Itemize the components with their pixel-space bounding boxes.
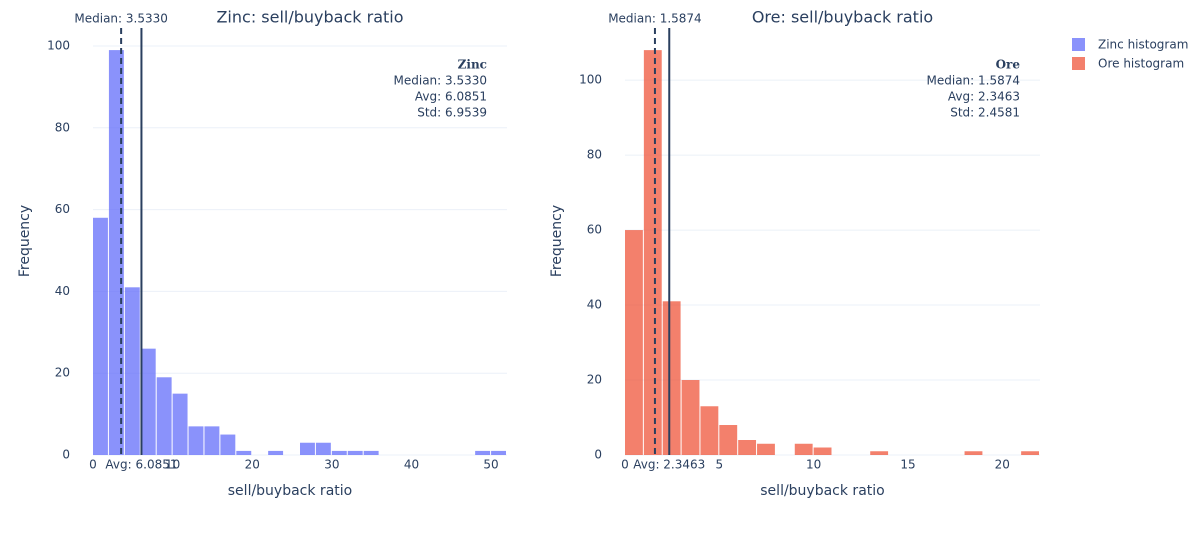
y-tick-label: 60: [55, 202, 70, 216]
stats-title: Zinc: [458, 58, 487, 72]
stats-title: Ore: [996, 58, 1021, 72]
bar: [236, 450, 252, 455]
y-tick-label: 20: [55, 366, 70, 380]
stats-line: Avg: 6.0851: [415, 90, 487, 104]
x-tick-label: 20: [245, 458, 260, 472]
bar: [643, 50, 662, 455]
bar: [108, 50, 124, 455]
y-tick-label: 60: [587, 223, 602, 237]
y-tick-label: 80: [587, 148, 602, 162]
x-tick-label: 15: [900, 458, 915, 472]
y-axis-label: Frequency: [549, 205, 565, 277]
bar: [331, 450, 347, 455]
legend-swatch: [1072, 38, 1085, 51]
legend-swatch: [1072, 57, 1085, 70]
y-tick-label: 0: [594, 448, 602, 462]
x-axis-label: sell/buyback ratio: [228, 483, 352, 499]
bar: [700, 406, 719, 455]
bar: [681, 380, 700, 455]
stats-line: Median: 3.5330: [394, 74, 488, 88]
bar: [1021, 451, 1039, 455]
y-tick-label: 100: [47, 38, 70, 52]
avg-label: Avg: 2.3463: [633, 458, 705, 472]
y-tick-label: 40: [587, 298, 602, 312]
x-axis-label: sell/buyback ratio: [760, 483, 884, 499]
bar: [662, 301, 681, 455]
y-tick-label: 80: [55, 120, 70, 134]
legend-label: Zinc histogram: [1098, 38, 1188, 52]
x-tick-label: 40: [404, 458, 419, 472]
bar: [757, 443, 775, 455]
stats-line: Std: 2.4581: [950, 106, 1020, 120]
y-tick-label: 100: [579, 73, 602, 87]
bar: [124, 287, 140, 455]
x-tick-label: 50: [483, 458, 498, 472]
bar: [220, 434, 236, 455]
bar: [204, 426, 220, 455]
chart-title: Ore: sell/buyback ratio: [752, 8, 933, 27]
bar: [188, 426, 204, 455]
chart-title: Zinc: sell/buyback ratio: [216, 8, 403, 27]
y-tick-label: 20: [587, 373, 602, 387]
x-tick-label: 30: [324, 458, 339, 472]
bar: [794, 443, 813, 455]
stats-line: Avg: 2.3463: [948, 90, 1020, 104]
x-tick-label: 20: [995, 458, 1010, 472]
avg-label: Avg: 6.0851: [105, 458, 177, 472]
bar: [315, 442, 331, 455]
bar: [813, 447, 832, 455]
stats-line: Std: 6.9539: [417, 106, 487, 120]
median-label: Median: 1.5874: [608, 12, 702, 26]
bar: [475, 450, 491, 455]
bar: [172, 393, 188, 455]
legend-label: Ore histogram: [1098, 57, 1184, 71]
median-label: Median: 3.5330: [74, 12, 168, 26]
bar: [363, 450, 379, 455]
bar: [347, 450, 363, 455]
stats-line: Median: 1.5874: [927, 74, 1021, 88]
x-tick-label: 10: [165, 458, 180, 472]
bar: [625, 230, 643, 455]
y-tick-label: 0: [62, 448, 70, 462]
bar: [964, 451, 983, 455]
x-tick-label: 0: [89, 458, 97, 472]
bar: [870, 451, 889, 455]
x-tick-label: 5: [715, 458, 723, 472]
bar: [93, 217, 108, 455]
bar: [300, 442, 315, 455]
bar: [491, 450, 506, 455]
y-tick-label: 40: [55, 284, 70, 298]
bar: [268, 450, 284, 455]
bar: [738, 440, 757, 455]
x-tick-label: 10: [806, 458, 821, 472]
bar: [140, 348, 156, 455]
bar: [719, 425, 738, 455]
x-tick-label: 0: [621, 458, 629, 472]
bar: [156, 377, 172, 455]
y-axis-label: Frequency: [17, 205, 33, 277]
